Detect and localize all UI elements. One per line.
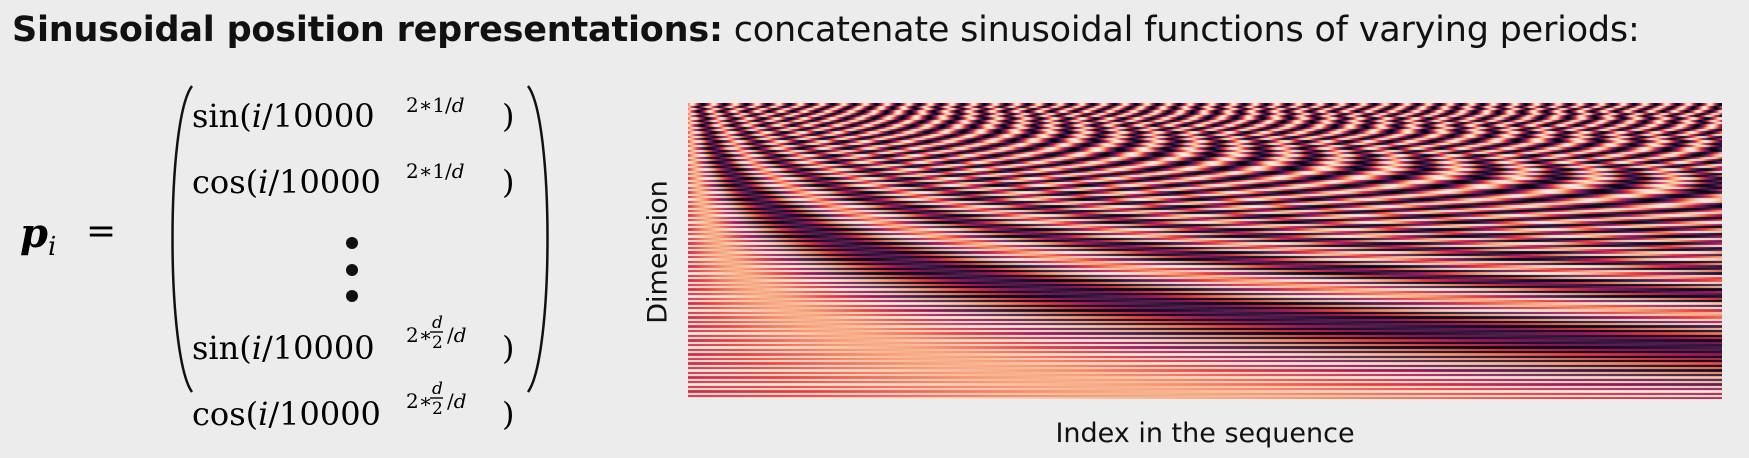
svg-text:2∗1/d: 2∗1/d [406, 159, 465, 183]
svg-text:2∗1/d: 2∗1/d [406, 93, 465, 117]
svg-text:): ) [502, 163, 514, 201]
heatmap-y-axis-label: Dimension [642, 180, 674, 324]
heatmap-x-axis-label: Index in the sequence [1055, 418, 1355, 449]
vector-row-1: sin(i/10000 2∗1/d ) [192, 93, 514, 135]
positional-encoding-heatmap [688, 103, 1722, 399]
formula-lhs-p: p [20, 210, 48, 257]
formula-lhs-subscript: i [48, 232, 56, 262]
svg-text:2: 2 [432, 333, 443, 353]
slide-title: Sinusoidal position representations: con… [12, 8, 1640, 52]
vector-row-3: sin(i/10000 2∗ d 2 /d ) [192, 313, 514, 367]
svg-text:d: d [432, 313, 443, 333]
svg-text:/d: /d [447, 389, 467, 413]
svg-text:): ) [502, 329, 514, 367]
vector-right-paren [526, 85, 549, 393]
title-bold: Sinusoidal position representations: [12, 10, 723, 50]
svg-text:): ) [502, 97, 514, 135]
position-formula: p i = sin(i/10000 2∗1/d ) cos(i/10000 2∗… [0, 80, 560, 458]
svg-text:2: 2 [432, 399, 443, 419]
svg-text:): ) [502, 395, 514, 433]
svg-text:cos(i/10000: cos(i/10000 [192, 163, 381, 201]
ellipsis-dot-2 [346, 264, 358, 276]
svg-text:sin(i/10000: sin(i/10000 [192, 97, 375, 135]
heatmap-canvas [688, 103, 1722, 399]
ellipsis-dot-1 [346, 237, 358, 249]
vector-row-4: cos(i/10000 2∗ d 2 /d ) [192, 379, 514, 433]
svg-text:cos(i/10000: cos(i/10000 [192, 395, 381, 433]
svg-text:2∗: 2∗ [406, 389, 432, 413]
vector-row-2: cos(i/10000 2∗1/d ) [192, 159, 514, 201]
svg-text:d: d [432, 379, 443, 399]
title-rest: concatenate sinusoidal functions of vary… [733, 10, 1640, 50]
svg-text:/d: /d [447, 323, 467, 347]
svg-text:sin(i/10000: sin(i/10000 [192, 329, 375, 367]
ellipsis-dot-3 [346, 290, 358, 302]
svg-text:2∗: 2∗ [406, 323, 432, 347]
formula-svg: p i = sin(i/10000 2∗1/d ) cos(i/10000 2∗… [20, 85, 549, 433]
formula-equals: = [86, 211, 116, 252]
vector-left-paren [171, 85, 194, 393]
